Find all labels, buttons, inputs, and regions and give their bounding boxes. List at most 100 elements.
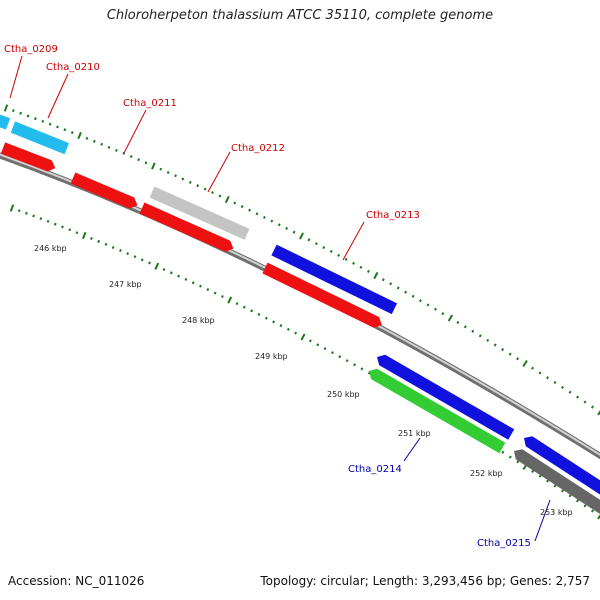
kbp-label-252: 252 kbp (470, 469, 503, 478)
outer-ruler-tick (568, 390, 572, 394)
outer-ruler-tick (3, 104, 9, 112)
leader-ctha-0211 (123, 109, 147, 154)
outer-ruler-tick (85, 136, 89, 140)
inner-ruler-tick (331, 351, 334, 355)
outer-ruler-tick (553, 380, 557, 385)
inner-ruler-tick (272, 320, 276, 324)
inner-ruler-tick (220, 295, 224, 299)
label-ctha-0214[interactable]: Ctha_0214 (348, 464, 402, 475)
outer-ruler-tick (441, 312, 445, 316)
inner-ruler-tick (508, 455, 512, 459)
outer-ruler-tick (34, 117, 37, 121)
outer-ruler-tick (373, 271, 379, 280)
inner-ruler-tick (75, 231, 79, 235)
outer-ruler-tick (270, 219, 274, 223)
accession-text: Accession: NC_011026 (8, 574, 145, 588)
outer-ruler-tick (129, 155, 133, 158)
inner-ruler-tick (538, 474, 542, 478)
gene-ctha-0209-forward[interactable] (0, 142, 58, 173)
outer-ruler-tick (322, 246, 326, 250)
outer-ruler-tick (329, 249, 333, 253)
inner-ruler-tick (568, 494, 572, 498)
outer-ruler-tick (463, 325, 467, 329)
label-ctha-0211[interactable]: Ctha_0211 (123, 98, 177, 109)
inner-ruler-tick (501, 450, 505, 454)
outer-ruler-tick (381, 278, 385, 282)
outer-ruler-tick (19, 111, 23, 115)
outer-ruler-tick (597, 410, 600, 416)
outer-ruler-tick (546, 376, 550, 380)
outer-ruler-tick (262, 215, 266, 219)
outer-ruler-tick (366, 269, 370, 273)
backbone-arc (0, 152, 600, 460)
outer-ruler-tick (41, 119, 45, 123)
inner-ruler-tick (294, 331, 298, 335)
leader-ctha-0212 (207, 151, 231, 193)
outer-ruler-tick (100, 142, 104, 146)
inner-ruler-tick (154, 262, 160, 270)
outer-ruler-tick (561, 385, 565, 389)
gene-ctha-0210-forward[interactable] (70, 172, 140, 210)
inner-ruler-tick (546, 479, 550, 483)
inner-ruler-tick (32, 214, 35, 218)
inner-ruler-tick (111, 246, 115, 249)
inner-ruler-tick (257, 312, 261, 316)
label-ctha-0209[interactable]: Ctha_0209 (4, 44, 58, 55)
label-ctha-0212[interactable]: Ctha_0212 (231, 143, 285, 154)
backbone-arc-highlight (0, 153, 600, 456)
outer-ruler-tick (203, 187, 207, 191)
outer-ruler-tick (396, 286, 400, 290)
inner-ruler-tick (177, 274, 181, 278)
gene-ctha-0214-reverse[interactable] (374, 352, 515, 440)
inner-ruler-tick (279, 324, 283, 328)
gene-ctha-0212-forward[interactable] (262, 262, 384, 331)
inner-ruler-tick (97, 239, 101, 243)
outer-ruler-tick (299, 232, 304, 240)
gene-ctha-0215-reverse[interactable] (521, 433, 600, 498)
inner-ruler-tick (360, 367, 364, 371)
outer-ruler-tick (233, 201, 237, 205)
inner-ruler-tick (140, 258, 144, 262)
outer-ruler-tick (344, 257, 348, 261)
outer-ruler-tick (337, 253, 341, 257)
inner-ruler-tick (9, 204, 15, 212)
inner-ruler-tick (169, 271, 173, 275)
inner-ruler-tick (46, 219, 50, 223)
label-ctha-0213[interactable]: Ctha_0213 (366, 210, 420, 221)
inner-ruler-tick (119, 249, 122, 252)
inner-ruler-tick (126, 252, 130, 256)
inner-ruler-tick (81, 231, 87, 240)
inner-ruler-tick (17, 209, 21, 213)
gene-ctha-0211-forward[interactable] (139, 202, 236, 255)
outer-ruler-tick (389, 282, 393, 286)
inner-ruler-tick (575, 499, 580, 503)
outer-ruler-tick (240, 205, 244, 209)
outer-ruler-tick (70, 131, 74, 135)
label-ctha-0210[interactable]: Ctha_0210 (46, 62, 100, 73)
inner-ruler-tick (353, 363, 356, 367)
outer-ruler-tick (576, 395, 580, 399)
inner-ruler-tick (133, 255, 137, 259)
gene-ctha-0209-outer[interactable] (0, 113, 11, 130)
label-ctha-0215[interactable]: Ctha_0215 (477, 538, 531, 549)
inner-ruler-tick (213, 291, 217, 295)
label-leaders (9, 55, 551, 542)
outer-ruler-tick (508, 352, 512, 356)
gene-ctha-0214-lower[interactable] (366, 366, 506, 454)
gene-ctha-0210-outer[interactable] (10, 121, 70, 155)
outer-ruler-tick (255, 212, 259, 216)
outer-ruler-tick (314, 242, 318, 246)
outer-ruler-tick (292, 230, 296, 234)
outer-ruler-tick (92, 139, 96, 143)
outer-ruler-tick (404, 290, 408, 294)
leader-ctha-0214 (403, 437, 421, 462)
gene-ctha-0212-outer[interactable] (149, 186, 250, 240)
outer-ruler-tick (307, 238, 311, 242)
gene-labels: Ctha_0209 Ctha_0210 Ctha_0211 Ctha_0212 … (4, 44, 531, 549)
inner-ruler-tick (148, 261, 151, 265)
outer-ruler-tick (516, 357, 520, 361)
gene-ctha-0215-lower[interactable] (511, 446, 600, 516)
kbp-label-251: 251 kbp (398, 429, 431, 438)
gene-ctha-0213-outer[interactable] (271, 244, 398, 315)
inner-ruler-tick (191, 281, 195, 285)
